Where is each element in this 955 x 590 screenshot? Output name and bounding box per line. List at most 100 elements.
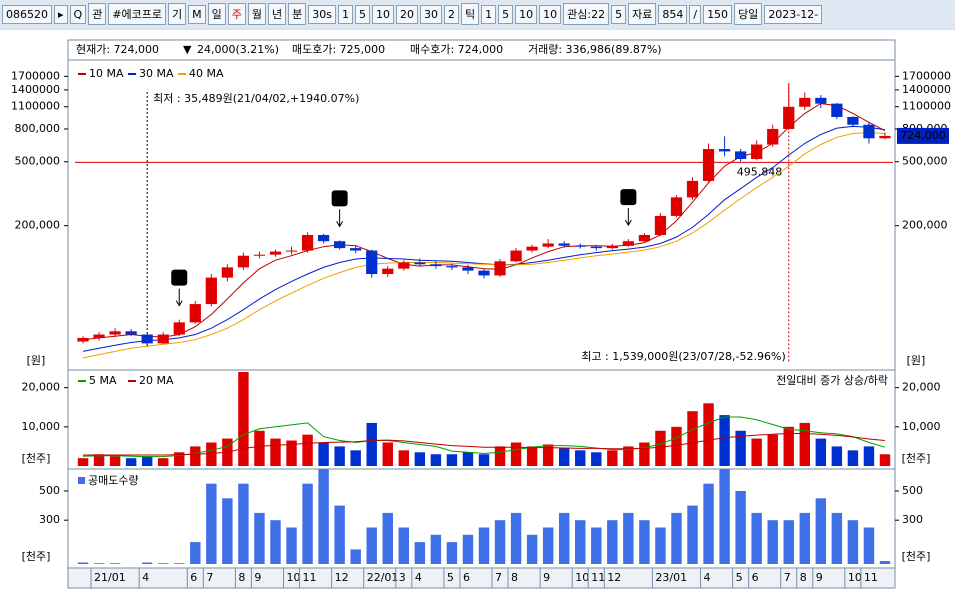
toolbar-item[interactable]: 주 <box>227 3 246 25</box>
toolbar-item[interactable]: 일 <box>207 3 226 25</box>
toolbar-item[interactable]: 1 <box>338 4 354 24</box>
toolbar-item[interactable]: 086520 <box>2 4 52 24</box>
candle-body <box>430 264 442 267</box>
bar <box>510 512 522 564</box>
y-unit: [천주] <box>22 451 51 465</box>
toolbar-item[interactable]: 1 <box>481 4 497 24</box>
toolbar-item[interactable]: 5 <box>355 4 371 24</box>
y-unit: [천주] <box>902 451 931 465</box>
toolbar-item[interactable]: 관심:22 <box>563 3 610 25</box>
x-tick-label: 10 <box>848 571 862 584</box>
bar <box>815 438 827 466</box>
bar <box>655 527 666 564</box>
bar <box>77 458 89 466</box>
bar <box>414 452 426 466</box>
bar <box>478 527 490 564</box>
toolbar-item[interactable]: 년 <box>268 3 287 25</box>
toolbar-item[interactable]: 관 <box>88 3 107 25</box>
bar <box>318 469 329 564</box>
bar <box>687 505 698 564</box>
x-tick-label: 11 <box>591 571 605 584</box>
bar <box>494 446 506 466</box>
toolbar-item[interactable]: 30s <box>308 4 337 24</box>
toolbar-item[interactable]: M <box>188 4 206 24</box>
bar <box>190 542 201 564</box>
header-item: 거래량: 336,986(89.87%) <box>528 43 662 56</box>
bar <box>799 422 810 466</box>
x-tick-label: 8 <box>238 571 245 584</box>
toolbar-item[interactable]: 5 <box>498 4 514 24</box>
bar <box>190 446 201 466</box>
toolbar-item[interactable]: Q <box>69 4 87 24</box>
bar <box>462 452 474 466</box>
toolbar-item[interactable]: 30 <box>420 4 443 24</box>
bar <box>382 512 393 564</box>
x-axis-band <box>67 567 896 589</box>
bar <box>350 549 361 564</box>
bar <box>735 430 746 466</box>
x-tick-label: 5 <box>447 571 454 584</box>
high-annotation: 최고 : 1,539,000원(23/07/28,-52.96%) <box>581 350 785 363</box>
chart-background <box>0 30 955 590</box>
toolbar-item[interactable]: 틱 <box>461 3 480 25</box>
candle-body <box>686 180 699 198</box>
candle-body <box>526 246 538 251</box>
bar <box>382 442 393 466</box>
toolbar-item[interactable]: 10 <box>372 4 395 24</box>
bar <box>655 430 666 466</box>
toolbar-item[interactable]: 5 <box>611 4 627 24</box>
header-item: 현재가: 724,000 <box>76 43 159 56</box>
bar <box>286 527 297 564</box>
y-tick-label: 500,000 <box>902 155 948 168</box>
bar <box>158 563 169 564</box>
reference-label: 495,848 <box>737 165 783 178</box>
bar <box>93 454 105 466</box>
toolbar-item[interactable]: 분 <box>288 3 307 25</box>
x-tick-label: 11 <box>864 571 878 584</box>
ma-line <box>83 433 886 456</box>
toolbar-item[interactable]: 자료 <box>628 3 657 25</box>
toolbar-item[interactable]: 기 <box>168 3 187 25</box>
toolbar-item[interactable]: 2 <box>444 4 460 24</box>
toolbar-item[interactable]: ▸ <box>54 4 68 24</box>
x-tick-label: 6 <box>752 571 759 584</box>
toolbar-item[interactable]: 854 <box>658 4 688 24</box>
toolbar-item[interactable]: 2023-12- <box>764 4 823 24</box>
toolbar-item[interactable]: 10 <box>515 4 538 24</box>
candle-body <box>189 304 201 323</box>
toolbar-item[interactable]: #에코프로 <box>108 3 167 25</box>
x-tick-label: 9 <box>254 571 261 584</box>
bar <box>158 458 169 466</box>
bar <box>542 527 554 564</box>
bar <box>558 512 570 564</box>
candle-body <box>879 135 891 139</box>
bar <box>174 452 185 466</box>
bar <box>286 440 297 466</box>
y-tick-label: 10,000 <box>22 420 61 433</box>
bar <box>575 450 586 466</box>
bar <box>526 446 538 466</box>
toolbar-item[interactable]: 150 <box>703 4 733 24</box>
toolbar-item[interactable]: 당일 <box>734 3 763 25</box>
bar <box>783 426 794 466</box>
candle-body <box>285 250 298 252</box>
toolbar-item[interactable]: 20 <box>396 4 419 24</box>
x-tick-label: 4 <box>142 571 149 584</box>
signal-badge <box>171 269 188 286</box>
y-tick-label: 1100000 <box>902 100 951 113</box>
toolbar-item[interactable]: / <box>689 4 702 24</box>
candle-body <box>205 277 217 305</box>
bar <box>109 563 121 564</box>
toolbar-item[interactable]: 10 <box>539 4 562 24</box>
candle-body <box>350 248 362 251</box>
toolbar-item[interactable]: 월 <box>247 3 267 25</box>
x-tick-label: 9 <box>543 571 550 584</box>
x-tick-label: 23/01 <box>655 571 687 584</box>
bar <box>879 561 891 564</box>
header-item: 매수호가: 724,000 <box>410 43 503 56</box>
legend-label: 공매도수량 <box>88 474 139 487</box>
header-item: ▼ <box>183 43 192 56</box>
legend-swatch <box>78 477 85 484</box>
x-tick-label: 7 <box>784 571 791 584</box>
candle-body <box>558 243 570 246</box>
